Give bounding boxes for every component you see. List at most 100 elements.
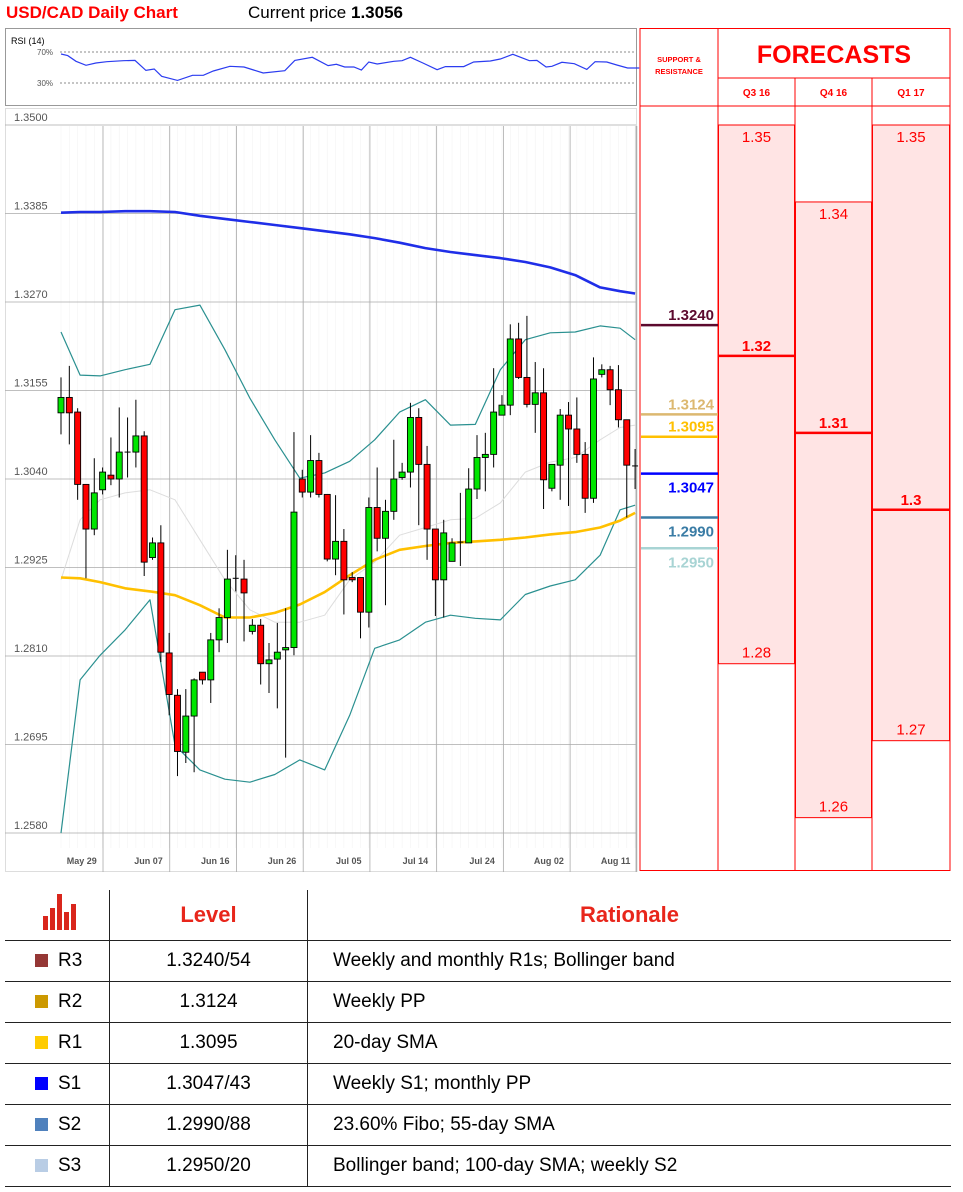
y-tick-label: 1.3270 <box>14 289 48 301</box>
level-code-cell: R3 <box>5 940 110 982</box>
candle <box>581 442 589 513</box>
candle <box>473 435 481 500</box>
overlay-line <box>60 511 636 619</box>
level-value: 1.2990/88 <box>109 1104 308 1146</box>
y-tick-label: 1.2810 <box>14 643 48 655</box>
candle <box>348 572 356 583</box>
candle-body <box>490 411 498 455</box>
forecast-high: 1.35 <box>742 129 771 146</box>
forecast-low: 1.27 <box>896 722 925 739</box>
x-tick-label: Jul 24 <box>469 856 495 866</box>
level-code: S3 <box>58 1155 82 1176</box>
level-code-cell: R1 <box>5 1022 110 1064</box>
candle-body <box>132 435 140 453</box>
candle <box>315 452 323 498</box>
level-code: R3 <box>58 950 83 971</box>
candle <box>223 549 231 643</box>
sr-header: SUPPORT & <box>657 55 701 64</box>
candle <box>215 608 223 653</box>
candle-body <box>215 617 223 641</box>
color-swatch <box>35 1159 48 1172</box>
candle-body <box>348 577 356 581</box>
rationale-text: 23.60% Fibo; 55-day SMA <box>307 1104 951 1146</box>
sr-level-label: 1.3124 <box>668 396 715 413</box>
sr-level-label: 1.3047 <box>668 480 714 497</box>
candle-body <box>357 577 364 613</box>
y-tick-label: 1.2695 <box>14 732 48 744</box>
candle <box>373 467 381 552</box>
candle <box>465 468 473 544</box>
forecast-quarter: Q1 17 <box>897 88 925 99</box>
x-tick-label: May 29 <box>67 856 97 866</box>
x-tick-label: Aug 11 <box>601 856 631 866</box>
candle <box>423 445 431 560</box>
candle <box>598 364 606 378</box>
candle-body <box>556 414 564 466</box>
candle-body <box>140 435 148 563</box>
candle-body <box>390 478 398 512</box>
rsi-panel <box>5 28 637 106</box>
candle <box>174 689 181 777</box>
candle <box>298 469 306 498</box>
candle <box>99 467 107 495</box>
candle <box>132 399 140 468</box>
candle <box>357 577 364 639</box>
candle-body <box>440 532 448 581</box>
candle-body <box>57 396 65 414</box>
candle-body <box>182 715 190 753</box>
y-tick-label: 1.3155 <box>14 378 48 390</box>
chart-title: USD/CAD Daily Chart <box>6 3 178 22</box>
level-code-cell: S2 <box>5 1104 110 1146</box>
candle <box>332 495 340 576</box>
candle <box>207 632 215 703</box>
table-row: R3 1.3240/54 Weekly and monthly R1s; Bolli… <box>5 940 951 982</box>
candle-body <box>573 428 581 455</box>
candle-body <box>531 392 539 405</box>
y-tick-label: 1.2925 <box>14 555 48 567</box>
forecast-quarter: Q3 16 <box>743 88 771 99</box>
level-value: 1.2950/20 <box>109 1145 308 1187</box>
candle <box>531 362 539 433</box>
table-header-row: Level Rationale <box>5 890 951 941</box>
rationale-text: Weekly PP <box>307 981 951 1023</box>
candle-body <box>149 542 156 558</box>
candle-body <box>373 507 381 539</box>
candle <box>398 462 406 480</box>
candle <box>623 419 631 518</box>
candle-body <box>82 483 90 530</box>
sr-level-label: 1.2990 <box>668 523 714 540</box>
candle <box>165 632 173 716</box>
candle <box>614 365 622 428</box>
candle <box>248 619 256 635</box>
table-row: S3 1.2950/20 Bollinger band; 100-day SMA; … <box>5 1145 951 1187</box>
forecast-range-2 <box>872 124 950 742</box>
candle-body <box>223 578 231 618</box>
candle <box>565 402 572 506</box>
rationale-text: Weekly S1; monthly PP <box>307 1063 951 1105</box>
candle-body <box>431 528 439 581</box>
candle-body <box>165 652 173 695</box>
candle <box>382 499 389 606</box>
candle <box>390 439 398 520</box>
candle-body <box>282 647 290 651</box>
candle <box>481 432 489 492</box>
candle-body <box>423 463 431 530</box>
candle-body <box>515 338 523 378</box>
x-tick-label: Jun 16 <box>201 856 230 866</box>
table-row: R2 1.3124 Weekly PP <box>5 981 951 1023</box>
rationale-text: Bollinger band; 100-day SMA; weekly S2 <box>307 1145 951 1187</box>
level-value: 1.3047/43 <box>109 1063 308 1105</box>
rsi-level-label: 30% <box>37 79 53 88</box>
candle-body <box>540 392 548 481</box>
x-tick-label: Jun 07 <box>134 856 163 866</box>
candle <box>506 324 514 416</box>
candle <box>232 555 239 592</box>
candle-body <box>174 694 181 752</box>
candle-body <box>65 396 73 414</box>
level-code-cell: S1 <box>5 1063 110 1105</box>
overlay-line <box>60 504 636 834</box>
candle-body <box>606 369 614 391</box>
forecast-high: 1.35 <box>896 129 925 146</box>
level-code: R2 <box>58 991 83 1012</box>
rsi-label: RSI (14) <box>11 36 45 46</box>
